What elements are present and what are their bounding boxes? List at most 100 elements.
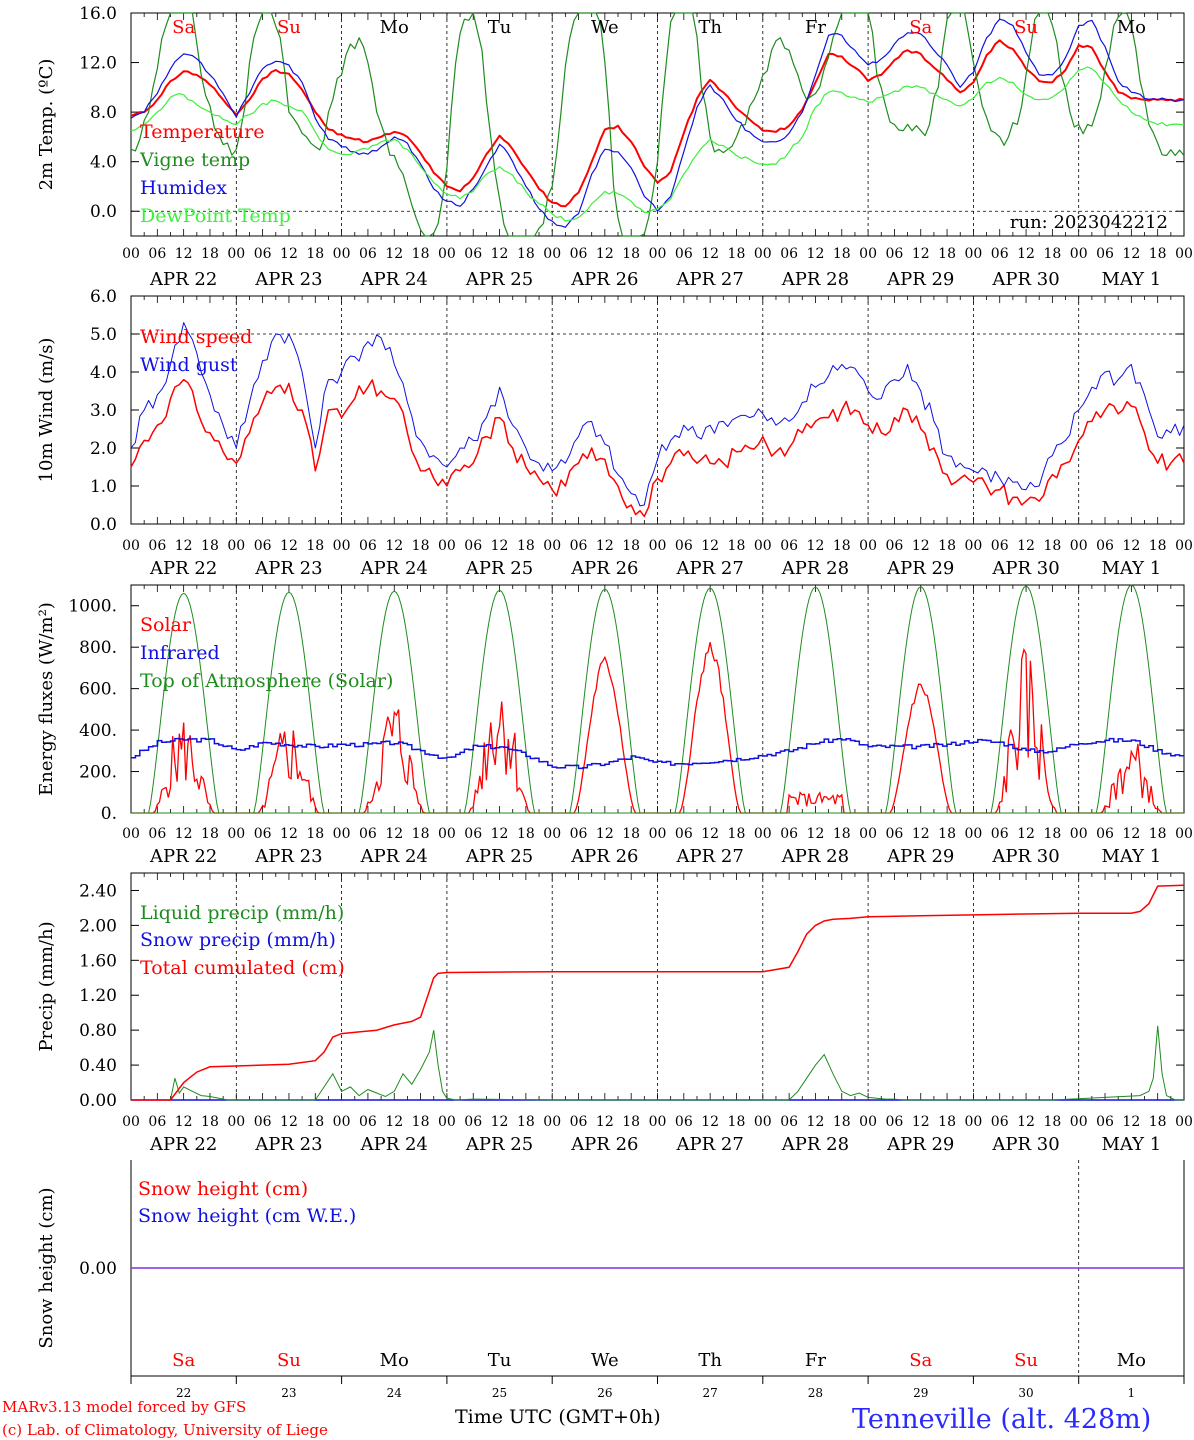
hour-tick-label: 12 xyxy=(280,826,298,842)
hour-tick-label: 12 xyxy=(491,538,509,554)
hour-tick-label: 00 xyxy=(122,826,140,842)
hour-tick-label: 18 xyxy=(1149,538,1167,554)
hour-tick-label: 00 xyxy=(227,826,245,842)
day-number: 30 xyxy=(1018,1386,1033,1400)
date-label: APR 29 xyxy=(886,846,954,867)
hour-tick-label: 18 xyxy=(728,1114,746,1130)
hour-tick-label: 00 xyxy=(438,1114,456,1130)
series-line-solar xyxy=(973,647,1079,814)
hour-tick-label: 06 xyxy=(780,1114,798,1130)
legend-entry: Top of Atmosphere (Solar) xyxy=(140,670,393,692)
hour-tick-label: 18 xyxy=(938,538,956,554)
legend-entry: Infrared xyxy=(140,642,220,664)
hour-tick-label: 06 xyxy=(570,826,588,842)
date-label: APR 28 xyxy=(781,846,849,867)
date-label: APR 29 xyxy=(886,1134,954,1155)
hour-tick-label: 06 xyxy=(254,826,272,842)
hour-tick-label: 12 xyxy=(807,826,825,842)
hour-tick-label: 00 xyxy=(754,1114,772,1130)
series-line-wind-gust xyxy=(130,322,1185,507)
hour-tick-label: 00 xyxy=(754,826,772,842)
date-label: APR 22 xyxy=(149,269,217,290)
weekday-label: Sa xyxy=(909,1350,932,1371)
panel-wind: 0.0 1.0 2.0 3.0 4.0 5.0 6.0 10m Wind (m/s) Wind … xyxy=(36,287,1193,579)
series-line-solar xyxy=(552,655,658,814)
series-line-top-of-atmosphere xyxy=(868,586,974,814)
hour-tick-label: 00 xyxy=(1175,1114,1193,1130)
y-tick-label: 0.0 xyxy=(90,515,117,535)
y-tick-label: 2.40 xyxy=(79,881,117,901)
y-tick-label: 400. xyxy=(79,721,117,741)
date-label: APR 25 xyxy=(465,846,533,867)
hour-tick-label: 18 xyxy=(1043,538,1061,554)
weekday-label: Th xyxy=(698,1350,722,1371)
date-label: APR 25 xyxy=(465,558,533,579)
hour-tick-label: 12 xyxy=(701,538,719,554)
hour-tick-label: 06 xyxy=(675,538,693,554)
hour-tick-label: 12 xyxy=(1017,246,1035,262)
legend-entry: Snow height (cm) xyxy=(138,1178,308,1200)
y-tick-label: 1000. xyxy=(68,597,117,617)
date-label: APR 27 xyxy=(676,846,744,867)
hour-tick-label: 06 xyxy=(991,246,1009,262)
station-label: Tenneville (alt. 428m) xyxy=(852,1404,1151,1435)
hour-tick-label: 12 xyxy=(1017,1114,1035,1130)
credit-line-2: (c) Lab. of Climatology, University of L… xyxy=(2,1421,328,1439)
date-label: APR 23 xyxy=(254,558,322,579)
hour-tick-label: 00 xyxy=(333,246,351,262)
hour-tick-label: 06 xyxy=(675,1114,693,1130)
weekday-label: Su xyxy=(1014,17,1038,38)
date-label: MAY 1 xyxy=(1101,846,1161,867)
hour-tick-label: 18 xyxy=(412,246,430,262)
day-number: 28 xyxy=(808,1386,823,1400)
hour-tick-label: 00 xyxy=(649,246,667,262)
hour-tick-label: 12 xyxy=(912,826,930,842)
hour-tick-label: 00 xyxy=(859,538,877,554)
hour-tick-label: 12 xyxy=(491,826,509,842)
y-tick-label: 1.60 xyxy=(79,951,117,971)
y-tick-label: 0. xyxy=(101,804,117,824)
hour-tick-label: 06 xyxy=(991,826,1009,842)
weekday-label: Mo xyxy=(1117,1350,1146,1371)
legend-entry: Snow height (cm W.E.) xyxy=(138,1205,356,1227)
y-tick-label: 5.0 xyxy=(90,325,117,345)
series-line-top-of-atmosphere xyxy=(762,586,869,814)
legend-entry: DewPoint Temp xyxy=(140,205,291,227)
panel-snow: 0.00 Snow height (cm) Snow height (cm) Snow… xyxy=(36,1160,1185,1400)
hour-tick-label: 12 xyxy=(175,538,193,554)
date-label: APR 30 xyxy=(991,558,1059,579)
day-number: 25 xyxy=(492,1386,507,1400)
hour-tick-label: 12 xyxy=(807,246,825,262)
hour-tick-label: 00 xyxy=(1070,826,1088,842)
hour-tick-label: 06 xyxy=(254,1114,272,1130)
day-number: 29 xyxy=(913,1386,928,1400)
hour-tick-label: 06 xyxy=(359,246,377,262)
date-label: APR 24 xyxy=(360,269,428,290)
series-line-solar xyxy=(446,701,553,814)
hour-tick-label: 00 xyxy=(543,826,561,842)
series-line-liquid-precip xyxy=(131,1025,1184,1101)
hour-tick-label: 00 xyxy=(649,538,667,554)
hour-tick-label: 00 xyxy=(438,246,456,262)
legend-entry: Wind speed xyxy=(140,326,252,348)
hour-tick-label: 06 xyxy=(570,246,588,262)
hour-tick-label: 00 xyxy=(543,1114,561,1130)
hour-tick-label: 00 xyxy=(1175,538,1193,554)
hour-tick-label: 12 xyxy=(491,1114,509,1130)
hour-tick-label: 06 xyxy=(886,1114,904,1130)
hour-tick-label: 12 xyxy=(1122,826,1140,842)
hour-tick-label: 18 xyxy=(517,1114,535,1130)
hour-tick-label: 12 xyxy=(1017,538,1035,554)
hour-tick-label: 12 xyxy=(596,538,614,554)
panel-energy: 0. 200. 400. 600. 800. 1000. Energy fluxes (W/… xyxy=(36,584,1193,867)
date-label: APR 26 xyxy=(570,269,638,290)
hour-tick-label: 00 xyxy=(1070,538,1088,554)
weekday-label: Mo xyxy=(380,1350,409,1371)
y-tick-label: 600. xyxy=(79,680,117,700)
hour-tick-label: 12 xyxy=(912,1114,930,1130)
hour-tick-label: 12 xyxy=(807,538,825,554)
hour-tick-label: 18 xyxy=(201,246,219,262)
date-label: MAY 1 xyxy=(1101,1134,1161,1155)
y-tick-label: 800. xyxy=(79,638,117,658)
hour-tick-label: 18 xyxy=(412,1114,430,1130)
